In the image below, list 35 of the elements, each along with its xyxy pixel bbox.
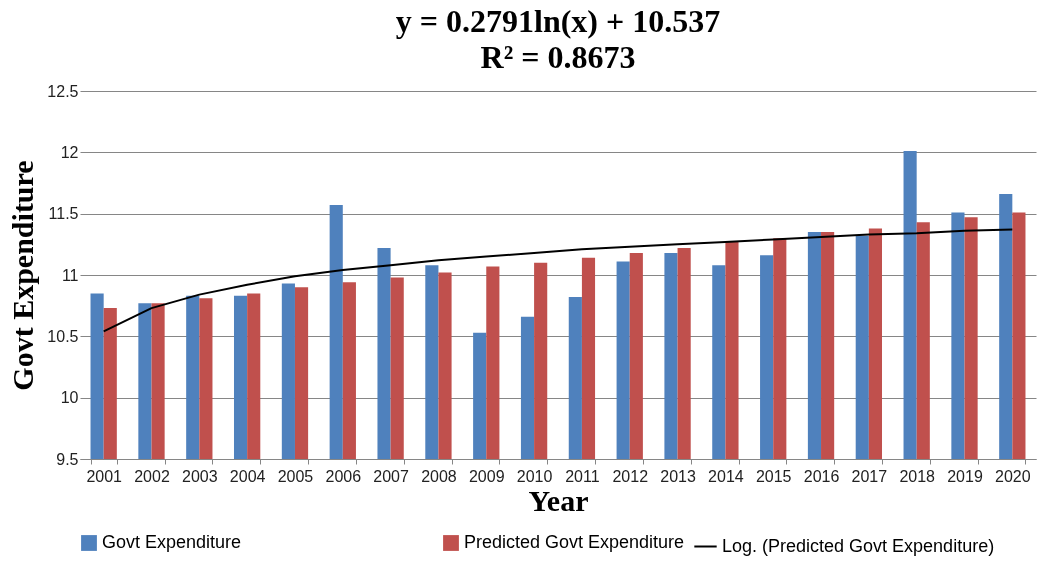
- x-tick-label: 2009: [468, 467, 505, 485]
- legend-label: Govt Expenditure: [102, 532, 242, 552]
- x-tick-label: 2006: [325, 467, 362, 485]
- x-tick-label: 2014: [708, 467, 744, 485]
- y-tick-label: 10: [60, 389, 79, 407]
- x-tick-label: 2016: [803, 467, 840, 485]
- x-tick-label: 2003: [182, 467, 218, 485]
- y-axis-title: Govt Expenditure: [6, 160, 40, 391]
- y-tick-label: 10.5: [47, 327, 79, 345]
- x-tick-label: 2005: [277, 467, 314, 485]
- x-tick-label: 2004: [229, 467, 266, 485]
- x-tick-label: 2011: [565, 467, 600, 485]
- x-tick-label: 2013: [660, 467, 696, 485]
- y-tick-label: 12.5: [47, 82, 79, 100]
- y-tick-label: 9.5: [56, 450, 79, 468]
- x-tick-label: 2017: [851, 467, 888, 485]
- x-tick-label: 2002: [134, 467, 170, 485]
- x-tick-label: 2015: [755, 467, 792, 485]
- y-tick-label: 11: [61, 266, 79, 284]
- x-tick-label: 2008: [421, 467, 457, 485]
- x-tick-label: 2010: [516, 467, 553, 485]
- chart-subtitle: R² = 0.8673: [480, 39, 636, 75]
- legend-label: Log. (Predicted Govt Expenditure): [722, 535, 995, 556]
- legend-label: Predicted Govt Expenditure: [464, 532, 685, 552]
- x-tick-label: 2020: [995, 467, 1031, 485]
- x-tick-label: 2018: [899, 467, 936, 485]
- y-tick-label: 12: [60, 143, 79, 161]
- line-series: [102, 228, 1014, 333]
- x-tick-label: 2012: [612, 467, 649, 485]
- y-tick-label: 11.5: [48, 205, 79, 223]
- chart-title: y = 0.2791ln(x) + 10.537: [395, 3, 721, 39]
- x-axis-title: Year: [528, 483, 589, 517]
- x-tick-label: 2001: [86, 467, 123, 485]
- x-tick-label: 2019: [947, 467, 983, 485]
- x-tick-label: 2007: [373, 467, 410, 485]
